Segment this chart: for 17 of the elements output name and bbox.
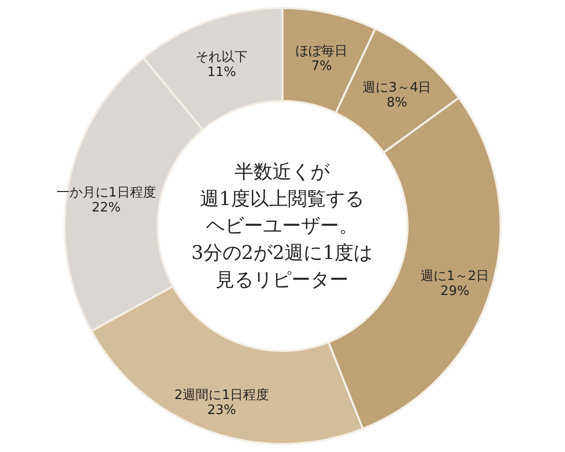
slice-label: 一か月に1日程度 (56, 184, 156, 200)
text: ヘビーユーザー。 (206, 215, 358, 237)
text: 3分の2が2週に1度は (191, 242, 373, 264)
text: 半数近くが (234, 161, 330, 183)
slice-label: ほぼ毎日 (296, 44, 348, 59)
slice-label: それ以下 (196, 50, 248, 66)
slice-label: 2週間に1日程度 (174, 386, 269, 403)
data-label: 8% (386, 96, 408, 111)
data-label: 29% (440, 284, 470, 300)
data-label: 22% (92, 200, 121, 216)
data-label: 11% (207, 65, 236, 80)
data-label: 7% (311, 58, 332, 74)
slice-label: 週に1～2日 (420, 269, 490, 284)
text: 週1度以上閲覧する (200, 188, 364, 210)
data-label: 23% (207, 402, 236, 418)
text: 見るリピーター (216, 269, 348, 291)
slice-label: 週に3～4日 (362, 80, 432, 96)
